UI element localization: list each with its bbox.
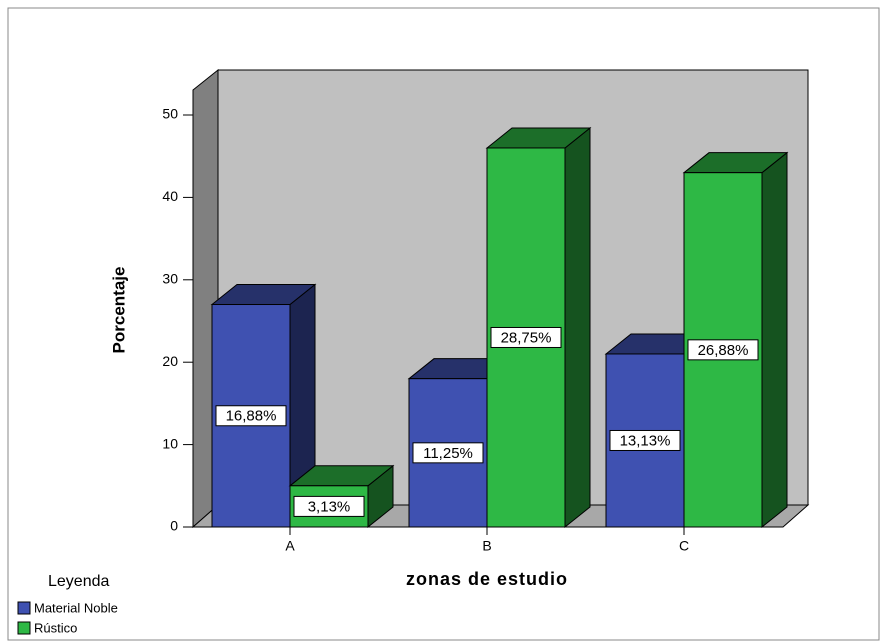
label-box (412, 442, 484, 464)
y-tick-label: 10 (162, 435, 178, 451)
y-tick-label: 30 (162, 271, 178, 287)
bar-side (761, 151, 788, 529)
data-label: 11,25% (423, 445, 473, 462)
data-label: 13,13% (620, 432, 671, 449)
x-tick-label: C (679, 538, 689, 554)
legend-swatch (17, 601, 31, 615)
legend-label: Rústico (34, 620, 77, 635)
x-tick-label: B (482, 538, 491, 554)
label-box (490, 326, 562, 348)
label-box (609, 429, 681, 451)
x-tick-label: A (285, 538, 295, 554)
data-label: 3,13% (308, 498, 351, 515)
label-box (215, 405, 287, 427)
y-tick-label: 0 (170, 518, 178, 534)
data-label: 26,88% (698, 342, 749, 359)
legend-label: Material Noble (34, 600, 118, 615)
y-tick-label: 20 (162, 353, 178, 369)
data-label: 16,88% (226, 408, 277, 425)
data-label: 28,75% (501, 329, 552, 346)
y-axis-label: Porcentaje (109, 267, 128, 354)
y-tick-label: 40 (162, 188, 178, 204)
label-box (293, 495, 365, 517)
label-box (687, 339, 759, 361)
bar-side (564, 126, 591, 529)
x-axis-label: zonas de estudio (406, 569, 568, 589)
y-tick-label: 50 (162, 106, 178, 122)
legend-swatch (17, 621, 31, 635)
legend-title: Leyenda (48, 573, 109, 590)
